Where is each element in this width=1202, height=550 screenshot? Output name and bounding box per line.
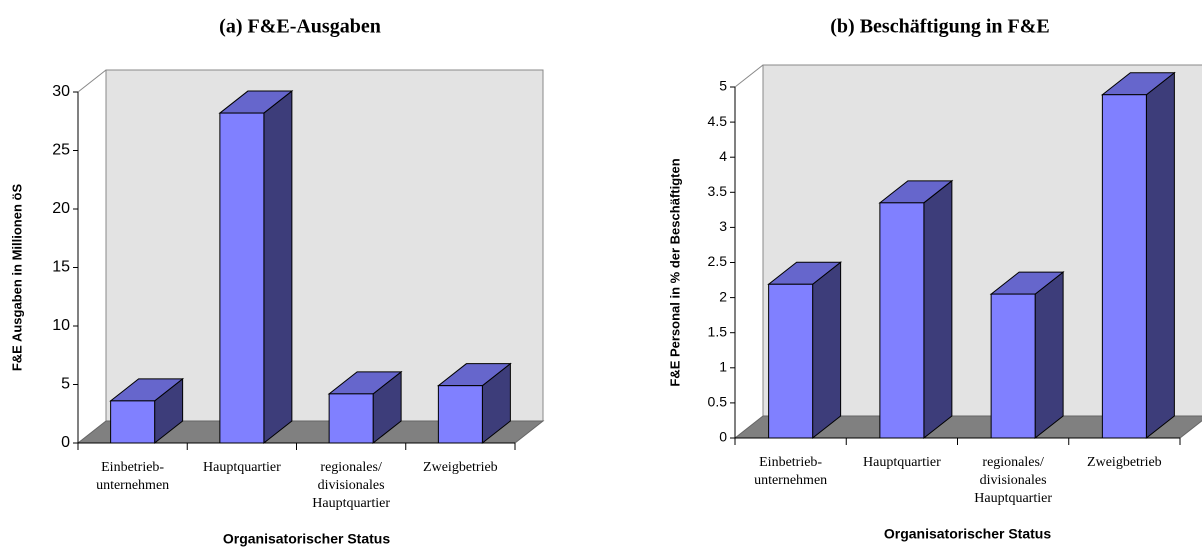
x-tick-label: Hauptquartier [203,460,281,475]
y-tick-label: 15 [52,259,70,276]
x-axis-label: Organisatorischer Status [223,531,390,547]
x-tick-label: Zweigbetrieb [1087,455,1162,470]
x-tick-label: Zweigbetrieb [423,460,498,475]
x-tick-label: Hauptquartier [863,455,941,470]
y-tick-label: 10 [52,317,70,334]
y-tick-label: 0 [61,434,70,451]
bar [437,385,483,444]
y-tick-label: 25 [52,142,70,159]
y-tick-label: 3.5 [708,183,728,199]
y-tick-label: 4 [719,148,727,164]
bar [990,293,1036,439]
chart-title: (b) Beschäftigung in F&E [830,16,1049,38]
y-tick-label: 2.5 [708,253,728,269]
y-tick-label: 1.5 [708,323,728,339]
bar-side [1145,71,1175,440]
y-axis-label: F&E Ausgaben in Millionen öS [9,184,24,372]
bar [110,400,156,444]
bar [328,393,374,444]
bar-side [923,179,953,440]
bar-side [263,90,293,445]
x-tick-label: regionales/divisionales Hauptquartier [312,460,390,511]
bar [1101,94,1147,439]
bar [879,202,925,439]
y-tick-label: 0 [719,429,727,445]
y-tick-label: 20 [52,200,70,217]
y-tick-label: 5 [61,376,70,393]
chart-title: (a) F&E-Ausgaben [219,16,381,38]
x-tick-label: Einbetrieb-unternehmen [754,455,827,488]
x-tick-label: Einbetrieb-unternehmen [96,460,169,493]
side-wall [77,69,107,93]
bar-side [812,261,842,440]
y-tick-label: 5 [719,78,727,94]
y-tick-label: 3 [719,218,727,234]
x-tick-label: regionales/divisionales Hauptquartier [974,455,1052,506]
y-tick-label: 0.5 [708,394,728,410]
y-tick-label: 4.5 [708,113,728,129]
y-tick-label: 2 [719,288,727,304]
y-axis-label: F&E Personal in % der Beschäftigten [667,158,682,386]
bar-side [1034,271,1064,440]
bar [768,283,814,439]
bar [219,112,265,444]
y-tick-label: 1 [719,359,727,375]
x-axis-label: Organisatorischer Status [884,526,1051,542]
y-tick-label: 30 [52,83,70,100]
side-wall [734,64,764,88]
